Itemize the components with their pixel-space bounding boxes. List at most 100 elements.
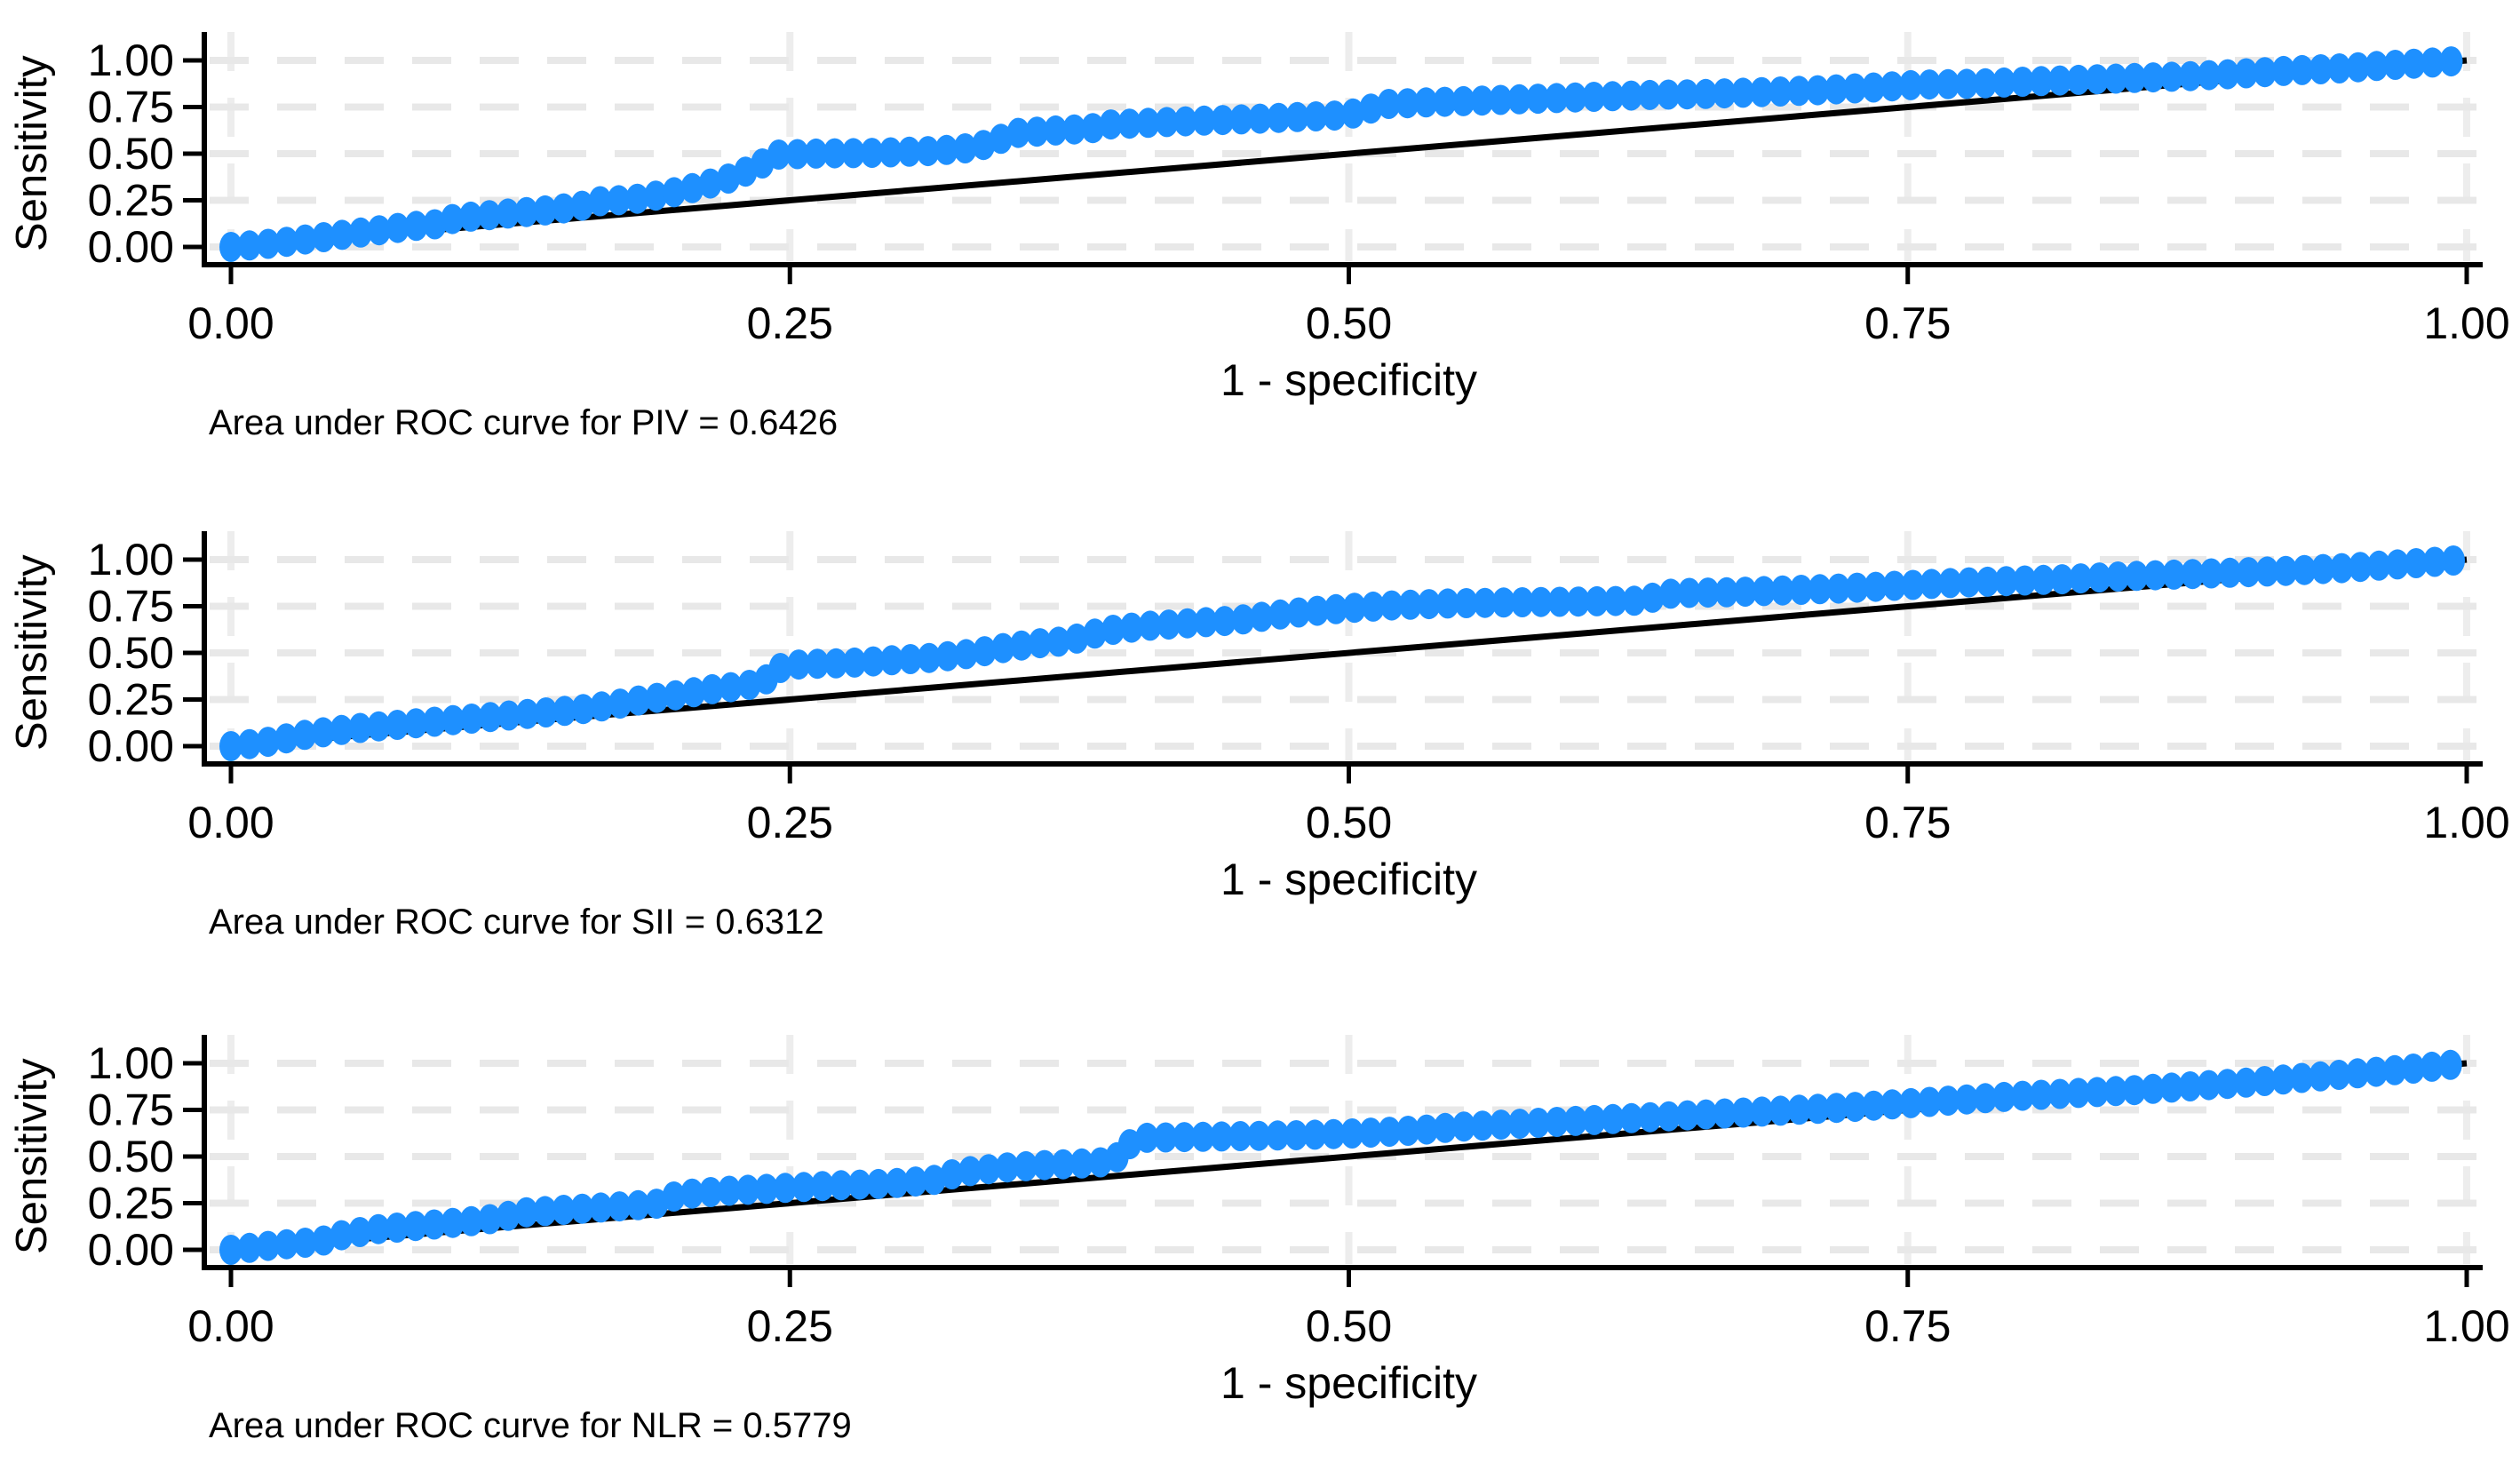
auc-caption-sii: Area under ROC curve for SII = 0.6312: [209, 902, 824, 942]
roc-data-dot: [1880, 71, 1904, 102]
roc-data-dot: [386, 710, 409, 740]
roc-data-dot: [1641, 582, 1665, 613]
roc-data-dot: [1619, 80, 1643, 111]
roc-data-dot: [1750, 76, 1774, 107]
roc-data-dot: [423, 706, 447, 737]
roc-data-dot: [2142, 62, 2165, 93]
x-axis-title: 1 - specificity: [1220, 355, 1477, 405]
roc-data-dot: [829, 1170, 853, 1201]
roc-data-dot: [2178, 60, 2202, 91]
roc-data-dot: [1826, 573, 1850, 604]
roc-data-dot: [2290, 1062, 2314, 1093]
auc-caption-piv: Area under ROC curve for PIV = 0.6426: [209, 403, 839, 442]
roc-data-dot: [2405, 548, 2429, 578]
roc-data-dot: [2346, 1058, 2370, 1089]
roc-data-dot: [274, 1228, 298, 1260]
roc-data-dot: [1880, 1089, 1904, 1120]
roc-data-dot: [972, 130, 996, 161]
roc-data-dot: [459, 201, 482, 232]
roc-data-dot: [1733, 576, 1757, 608]
roc-data-dot: [1136, 107, 1160, 139]
roc-data-dot: [2423, 546, 2446, 577]
roc-data-dot: [2234, 1067, 2258, 1098]
roc-data-dot: [2069, 563, 2093, 594]
roc-data-dot: [897, 136, 921, 167]
roc-data-dot: [570, 190, 594, 221]
roc-data-dot: [2439, 46, 2463, 77]
roc-data-dot: [774, 1173, 797, 1204]
roc-data-dot: [662, 177, 686, 208]
roc-data-dot: [1191, 1121, 1215, 1152]
x-tick-label: 1.00: [2423, 1301, 2509, 1351]
roc-data-dot: [552, 696, 576, 727]
roc-data-dot: [1582, 82, 1606, 112]
roc-data-dot: [423, 209, 447, 240]
roc-data-dot: [1843, 1092, 1867, 1123]
x-tick-label: 0.00: [187, 798, 274, 847]
roc-data-dot: [1452, 1111, 1475, 1142]
y-tick-label: 0.00: [88, 1225, 174, 1275]
roc-data-dot: [1284, 1120, 1308, 1150]
roc-data-dot: [1992, 1081, 2016, 1112]
roc-data-dot: [1824, 1093, 1848, 1124]
roc-data-dot: [680, 172, 704, 203]
roc-data-dot: [1714, 576, 1738, 608]
x-tick-label: 0.50: [1306, 798, 1392, 847]
roc-data-dot: [2199, 558, 2223, 589]
roc-data-dot: [922, 1165, 946, 1196]
roc-data-dot: [1657, 79, 1681, 110]
x-tick-label: 1.00: [2423, 298, 2509, 348]
roc-data-dot: [552, 1195, 576, 1225]
roc-data-dot: [2104, 63, 2127, 94]
roc-data-dot: [1342, 592, 1366, 624]
roc-data-dot: [996, 1152, 1019, 1183]
roc-data-dot: [404, 211, 428, 242]
roc-data-dot: [256, 228, 280, 259]
roc-data-dot: [2383, 50, 2407, 80]
roc-data-dot: [1957, 567, 1981, 598]
roc-data-dot: [1285, 101, 1309, 132]
roc-data-dot: [719, 672, 743, 703]
roc-data-dot: [533, 195, 557, 226]
roc-data-dot: [2421, 47, 2444, 78]
roc-data-dot: [2309, 54, 2333, 84]
roc-data-dot: [1154, 1122, 1178, 1153]
roc-data-dot: [2141, 1073, 2165, 1104]
roc-data-dot: [2365, 51, 2389, 82]
roc-data-dot: [2013, 565, 2037, 596]
roc-data-dot: [2197, 1069, 2221, 1101]
roc-data-dot: [237, 1232, 261, 1263]
roc-data-dot: [767, 139, 791, 170]
roc-data-dot: [219, 1235, 242, 1265]
roc-data-dot: [1585, 585, 1609, 616]
roc-data-dot: [1936, 1085, 1960, 1117]
roc-data-dot: [626, 1189, 650, 1220]
roc-data-dot: [1806, 75, 1830, 106]
roc-data-dot: [1992, 67, 2016, 98]
roc-data-dot: [477, 200, 501, 231]
roc-data-dot: [1545, 83, 1569, 114]
roc-data-dot: [2234, 58, 2258, 89]
roc-data-dot: [824, 648, 848, 679]
roc-data-dot: [2122, 1075, 2146, 1106]
roc-data-dot: [664, 680, 688, 711]
x-tick-label: 0.25: [747, 298, 833, 348]
roc-data-dot: [1675, 79, 1699, 110]
roc-data-dot: [935, 640, 959, 672]
roc-data-dot: [2215, 1069, 2239, 1100]
roc-data-dot: [1304, 101, 1328, 131]
roc-data-dot: [645, 682, 669, 713]
roc-data-dot: [274, 227, 298, 258]
roc-data-dot: [1051, 1149, 1075, 1180]
roc-data-dot: [608, 688, 632, 720]
roc-data-dot: [349, 217, 373, 248]
roc-data-dot: [571, 694, 595, 725]
roc-data-dot: [2106, 561, 2130, 592]
roc-data-dot: [2181, 559, 2205, 590]
roc-data-dot: [1713, 1098, 1737, 1129]
x-tick-label: 0.75: [1864, 798, 1951, 847]
roc-data-dot: [841, 138, 865, 169]
roc-data-dot: [1787, 1094, 1811, 1125]
roc-data-dot: [1752, 576, 1776, 607]
roc-data-dot: [1173, 106, 1197, 137]
